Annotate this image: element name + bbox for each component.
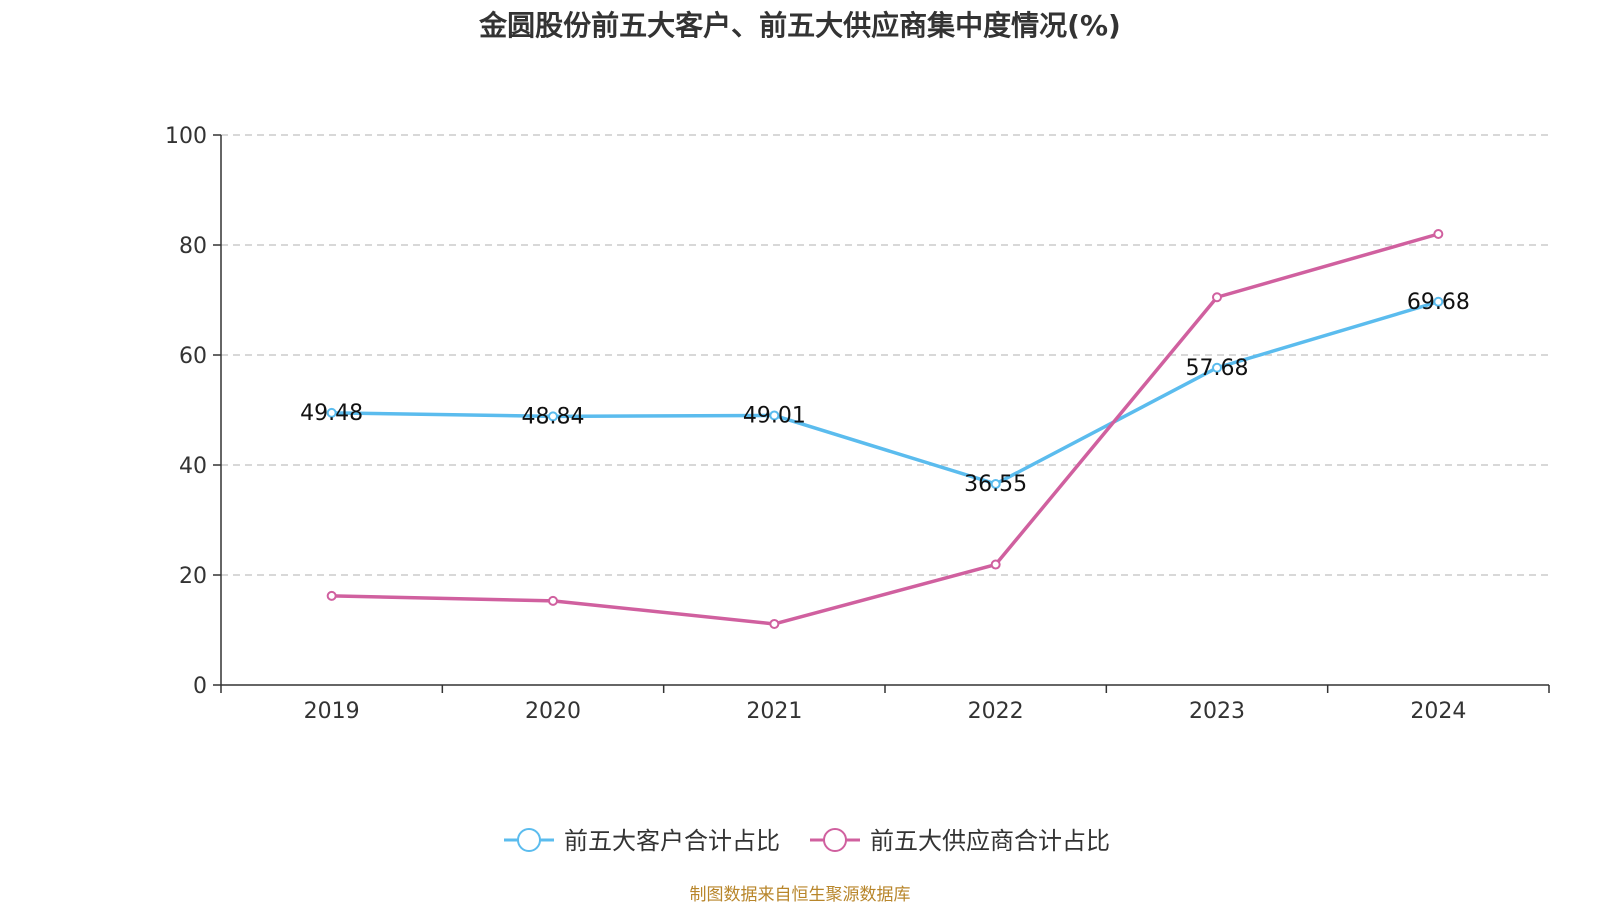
series-lines [326,229,1444,629]
data-point [1212,292,1222,303]
data-point [1212,362,1222,373]
axes: 0 20 40 60 80 100 2019 2020 2021 2022 2023 2024 [165,124,1550,724]
data-point [326,407,337,418]
series-line-2 [331,232,1439,626]
series-line-1 [331,300,1439,486]
data-point [990,478,1001,489]
legend-marker [823,828,847,852]
y-tick-label: 80 [179,234,207,259]
y-tick-label: 0 [193,674,207,699]
y-tick-label: 40 [179,454,207,479]
data-point [769,410,780,421]
data-label: 57.68 [1186,356,1249,381]
data-label: 49.48 [300,401,363,426]
data-label: 69.68 [1407,290,1470,315]
legend-item-1[interactable]: 前五大客户合计占比 [504,827,780,855]
legend-label: 前五大客户合计占比 [564,827,780,855]
data-label: 49.01 [743,403,806,428]
y-tick-label: 60 [179,344,207,369]
data-point [326,590,337,601]
x-tick-label: 2020 [525,699,581,724]
y-tick-label: 20 [179,564,207,589]
legend-label: 前五大供应商合计占比 [870,827,1110,855]
chart-title: 金圆股份前五大客户、前五大供应商集中度情况(%) [479,9,1121,42]
x-tick-label: 2021 [746,699,802,724]
data-label: 48.84 [522,404,585,429]
data-point [990,559,1001,570]
x-tick-label: 2023 [1189,699,1245,724]
source-note: 制图数据来自恒生聚源数据库 [689,885,911,905]
legend-marker [517,828,541,852]
data-point [1433,229,1444,239]
legend-item-2[interactable]: 前五大供应商合计占比 [810,827,1110,855]
data-point [548,595,558,606]
data-point [1433,296,1444,307]
data-labels: 49.48 48.84 49.01 36.55 57.68 69.68 [300,290,1470,497]
x-tick-label: 2022 [968,699,1024,724]
y-tick-label: 100 [165,124,207,149]
legend[interactable]: 前五大客户合计占比 前五大供应商合计占比 [504,827,1110,855]
x-tick-label: 2019 [304,699,360,724]
data-point [548,411,558,422]
x-tick-label: 2024 [1410,699,1466,724]
gridlines [221,134,1549,576]
data-point [769,618,780,629]
data-label: 36.55 [964,472,1027,497]
